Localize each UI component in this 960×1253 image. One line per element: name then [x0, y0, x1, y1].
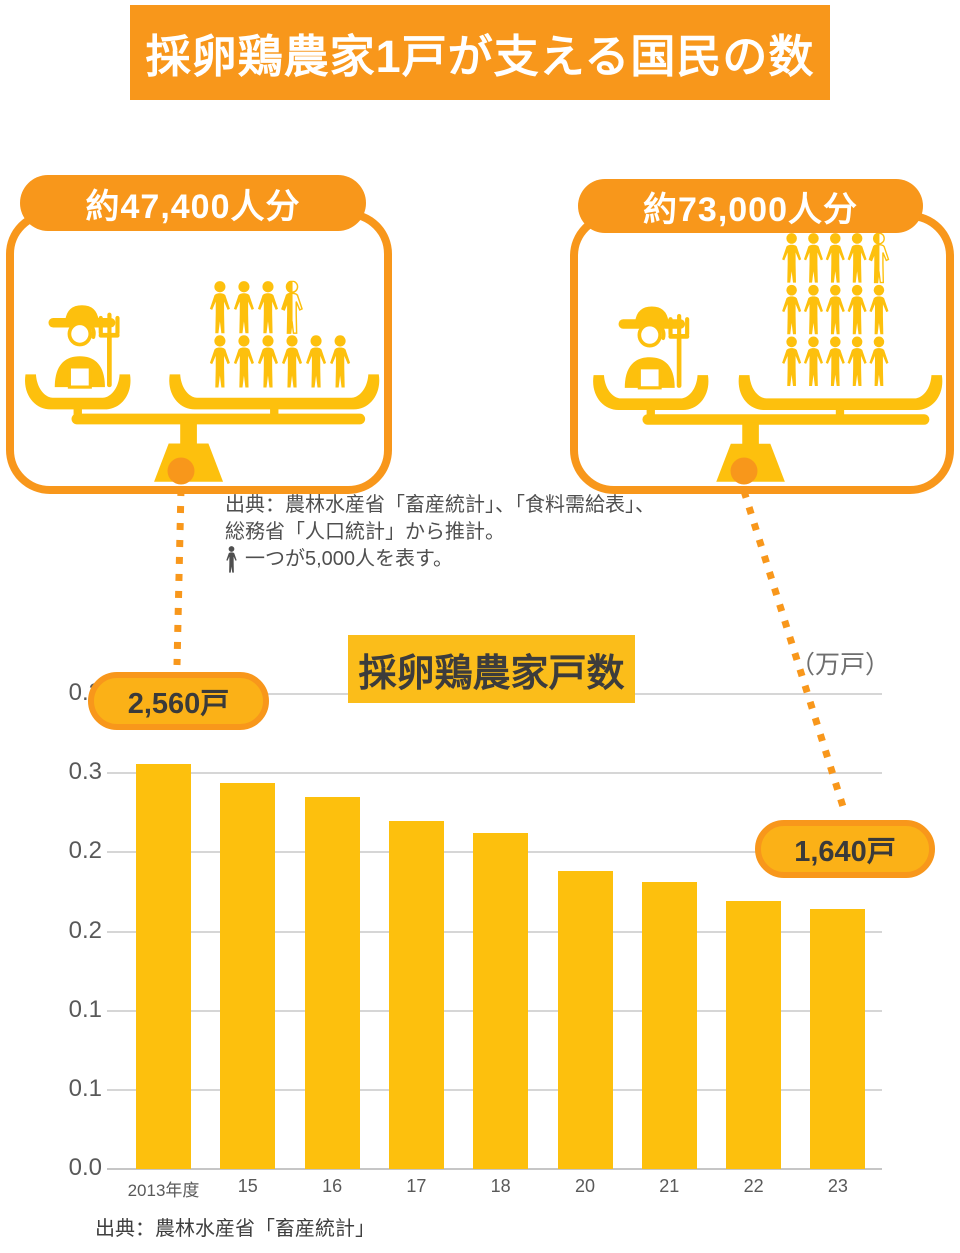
pitchfork-icon	[98, 312, 120, 388]
dotted-connector-left	[173, 488, 185, 666]
farmer-icon	[48, 305, 120, 389]
card-2013	[6, 210, 392, 494]
note-line-1: 出典：農林水産省「畜産統計」、「食料需給表」、	[225, 494, 655, 516]
bar-23	[810, 909, 866, 1169]
x-tick-label: 20	[574, 1176, 596, 1196]
person-icon	[233, 335, 254, 388]
person-icon	[825, 233, 845, 283]
badge-2013-label: 約47,400人分	[85, 187, 301, 226]
bar-2013年度	[136, 763, 191, 1169]
badge-2023: 約73,000人分	[578, 179, 923, 233]
y-tick-label: 0.2	[68, 837, 102, 864]
y-tick-label: 0.3	[68, 758, 102, 785]
gridline-0.0	[107, 1168, 882, 1170]
badge-2023-label: 約73,000人分	[643, 190, 858, 229]
estimate-note: 出典：農林水産省「畜産統計」、「食料需給表」、 総務省「人口統計」から推計。 一…	[225, 492, 655, 573]
person-icon	[782, 336, 802, 387]
center-post	[742, 422, 759, 448]
bar-16	[304, 796, 360, 1169]
person-icon	[782, 284, 802, 335]
person-icon	[869, 336, 889, 387]
x-tick-label: 21	[659, 1176, 680, 1196]
balance-scale-2023	[593, 232, 943, 482]
pitchfork-icon	[668, 313, 690, 388]
balance-scale-2013	[25, 280, 380, 482]
callout-2013-label: 2,560戸	[127, 688, 230, 720]
pedestal	[716, 443, 785, 482]
person-icon	[847, 233, 867, 283]
bar-20	[557, 871, 613, 1169]
x-tick-label: 16	[322, 1176, 343, 1196]
callout-2023: 1,640戸	[755, 820, 935, 878]
person-icon	[281, 335, 303, 388]
person-icon	[803, 233, 823, 283]
badge-2013: 約47,400人分	[20, 175, 366, 231]
person-icon	[825, 336, 845, 387]
person-icon	[803, 336, 823, 387]
person-icon	[306, 335, 327, 388]
x-tick-label: 22	[743, 1176, 764, 1196]
bar-15	[220, 782, 276, 1169]
x-tick-label: 23	[827, 1176, 848, 1196]
x-tick-label: 15	[237, 1176, 258, 1196]
person-icon	[257, 335, 279, 388]
x-tick-label: 2013年度	[127, 1181, 200, 1200]
person-icon	[209, 335, 230, 388]
person-icon	[209, 281, 230, 334]
person-icon	[803, 284, 823, 335]
bar-18	[473, 833, 529, 1169]
note-line-3: 一つが5,000人を表す。	[245, 548, 454, 570]
y-axis-unit-label: （万戸）	[790, 651, 891, 679]
person-icon	[869, 284, 889, 335]
balance-beam	[642, 414, 930, 425]
person-icon	[330, 335, 351, 388]
scale-pan	[593, 375, 709, 410]
person-icon	[825, 284, 845, 335]
bar-22	[726, 901, 782, 1169]
callout-2023-label: 1,640戸	[794, 836, 896, 868]
callout-2013: 2,560戸	[88, 672, 269, 730]
y-tick-label: 0.2	[68, 917, 102, 944]
person-icon	[847, 336, 867, 387]
scale-pan	[25, 374, 131, 410]
title-banner: 採卵鶏農家1戸が支える国民の数	[130, 5, 830, 100]
card-2023	[570, 212, 954, 494]
scale-pan	[169, 374, 380, 410]
center-post	[180, 422, 197, 448]
y-tick-label: 0.0	[68, 1154, 102, 1181]
person-icon	[257, 281, 279, 334]
bar-21	[641, 882, 697, 1169]
farmer-icon	[618, 306, 690, 390]
balance-beam	[71, 413, 366, 425]
bar-17	[388, 820, 444, 1169]
page-title: 採卵鶏農家1戸が支える国民の数	[145, 31, 815, 82]
chart-source: 出典：農林水産省「畜産統計」	[95, 1218, 375, 1240]
x-tick-label: 17	[406, 1176, 427, 1196]
person-icon	[847, 284, 867, 335]
person-icon	[226, 546, 237, 573]
chart-title: 採卵鶏農家戸数	[358, 652, 625, 695]
person-icon	[868, 232, 890, 284]
pedestal	[154, 443, 224, 482]
scale-pan	[738, 375, 943, 410]
person-icon	[281, 280, 303, 334]
gridline-0.3	[107, 772, 882, 774]
chart-title-box: 採卵鶏農家戸数	[348, 635, 635, 703]
note-line-2: 総務省「人口統計」から推計。	[225, 521, 505, 543]
y-tick-label: 0.1	[68, 1075, 102, 1102]
person-icon	[782, 233, 802, 283]
person-icon	[233, 281, 254, 334]
y-tick-label: 0.1	[68, 996, 102, 1023]
x-tick-label: 18	[490, 1176, 511, 1196]
